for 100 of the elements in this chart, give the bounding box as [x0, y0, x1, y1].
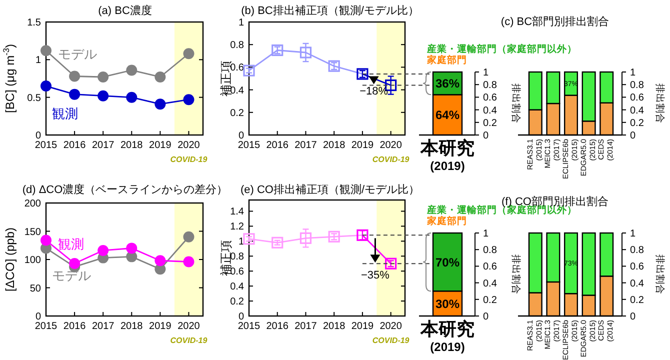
point	[243, 233, 255, 245]
y-tick-label: 1	[630, 68, 636, 78]
series-label: 産業・運輸部門（家庭部門以外）	[426, 43, 577, 55]
y-tick-label: 0.2	[230, 108, 244, 119]
x-tick-label: 2017	[294, 321, 318, 332]
x-tick-label: 2016	[63, 321, 86, 332]
x-tick-label: 2015	[34, 140, 58, 151]
y-tick-label: 0.2	[630, 118, 644, 129]
point	[69, 88, 80, 100]
y-tick-label: 0	[483, 130, 489, 142]
y-tick-label: 1	[483, 228, 489, 240]
y-tick-label: 0	[35, 312, 42, 322]
point	[40, 80, 52, 92]
y-tick-label: 150	[24, 226, 42, 238]
y-tick-label: 100	[24, 255, 42, 266]
x-tick-label: 2020	[178, 140, 200, 151]
y-axis-title: [ΔCO] (ppb)	[3, 227, 17, 292]
chart-title: (b) BC排出補正項（観測/モデル比）	[241, 4, 419, 17]
band-label: COVID-19	[372, 155, 410, 164]
data-label: 70%	[435, 255, 460, 270]
x-tick-label: 本研究 (2019)	[420, 319, 474, 354]
point	[98, 90, 109, 102]
series-label: 観測	[58, 236, 84, 252]
point	[154, 98, 166, 110]
chart-title: (a) BC濃度	[98, 4, 152, 17]
y-tick-label: 0.6	[230, 62, 244, 74]
band-label: COVID-19	[170, 155, 208, 164]
y-tick-label: 0.8	[483, 245, 498, 256]
x-tick-label: 2018	[120, 321, 144, 332]
x-tick-label: 2015	[34, 321, 58, 332]
chart-title: (d) ΔCO濃度（ベースラインからの差分）	[22, 183, 228, 196]
y-tick-label: 0.5	[27, 92, 42, 104]
point	[243, 64, 255, 76]
y-tick-label: 0.4	[483, 278, 498, 290]
y-tick-label: 0.4	[230, 85, 244, 96]
band-label: COVID-19	[170, 336, 208, 345]
y-tick-label: 0	[238, 130, 244, 142]
x-tick-label: 本研究 (2019)	[420, 138, 474, 173]
point	[272, 236, 284, 248]
y-tick-label: 0.8	[230, 252, 244, 263]
point	[328, 230, 340, 242]
y-axis-title: 排出割合	[510, 254, 522, 294]
y-axis-title: 排出割合	[510, 84, 522, 124]
y-tick-label: 0.2	[230, 296, 244, 308]
y-tick-label: 0.8	[230, 40, 244, 52]
x-tick-label: 2019	[149, 321, 172, 332]
x-tick-label: 2018	[322, 140, 346, 151]
y-tick-label: 1.4	[230, 206, 244, 218]
point	[154, 255, 166, 266]
y-tick-label: 0.4	[230, 282, 244, 293]
y-tick-label: 0.2	[483, 294, 498, 306]
x-tick-label: 2017	[92, 140, 115, 151]
data-label: 36%	[435, 76, 460, 91]
y-tick-label: 0.8	[483, 80, 498, 92]
y-axis-title: 排出割合	[654, 254, 666, 294]
y-tick-label: 0.6	[483, 262, 498, 273]
text: 家庭部門	[426, 215, 467, 227]
x-tick-label: 2017	[294, 140, 318, 151]
y-tick-label: 1.2	[230, 222, 244, 233]
chart-title: (c) BC部門別排出割合	[500, 15, 610, 28]
x-tick-label: 2019	[351, 140, 374, 151]
x-tick-label: 2018	[322, 321, 346, 332]
y-tick-label: 0.4	[483, 105, 498, 116]
point	[300, 232, 312, 244]
data-label: 64%	[435, 108, 460, 122]
x-tick-label: 2019	[149, 140, 172, 151]
series-label: 観測	[52, 106, 78, 122]
y-tick-label: 0.2	[630, 294, 644, 306]
point	[69, 258, 80, 269]
y-tick-label: 0.6	[483, 92, 498, 104]
y-tick-label: 0	[238, 312, 244, 322]
point	[126, 242, 138, 254]
x-tick-label: 2015	[238, 140, 261, 151]
x-tick-label: 2018	[120, 140, 144, 151]
annotation: −18%	[360, 85, 388, 98]
x-tick-label: 2016	[63, 140, 86, 151]
x-tick-label: 2019	[351, 321, 374, 332]
y-tick-label: 0	[483, 312, 489, 322]
point	[385, 258, 397, 270]
point	[183, 48, 194, 60]
x-tick-label: 2020	[380, 321, 402, 332]
x-tick-label: 2020	[178, 321, 200, 332]
data-label: 30%	[435, 296, 460, 311]
x-tick-label: 2020	[380, 140, 402, 151]
point	[40, 45, 52, 56]
point	[98, 244, 109, 256]
chart-title: (e) CO排出補正項（観測/モデル比）	[240, 183, 420, 196]
y-tick-label: 1	[238, 236, 244, 248]
y-tick-label: 0.8	[630, 80, 644, 92]
point	[272, 44, 284, 56]
point	[126, 64, 138, 76]
y-tick-label: 1	[238, 18, 244, 28]
y-tick-label: 1	[630, 228, 636, 240]
x-tick-label: 2017	[92, 321, 115, 332]
y-axis-title: 排出割合	[654, 84, 666, 124]
y-tick-label: 0	[35, 130, 42, 142]
point	[183, 231, 194, 242]
point	[69, 70, 80, 82]
y-tick-label: 1	[483, 68, 489, 78]
point	[183, 256, 194, 268]
